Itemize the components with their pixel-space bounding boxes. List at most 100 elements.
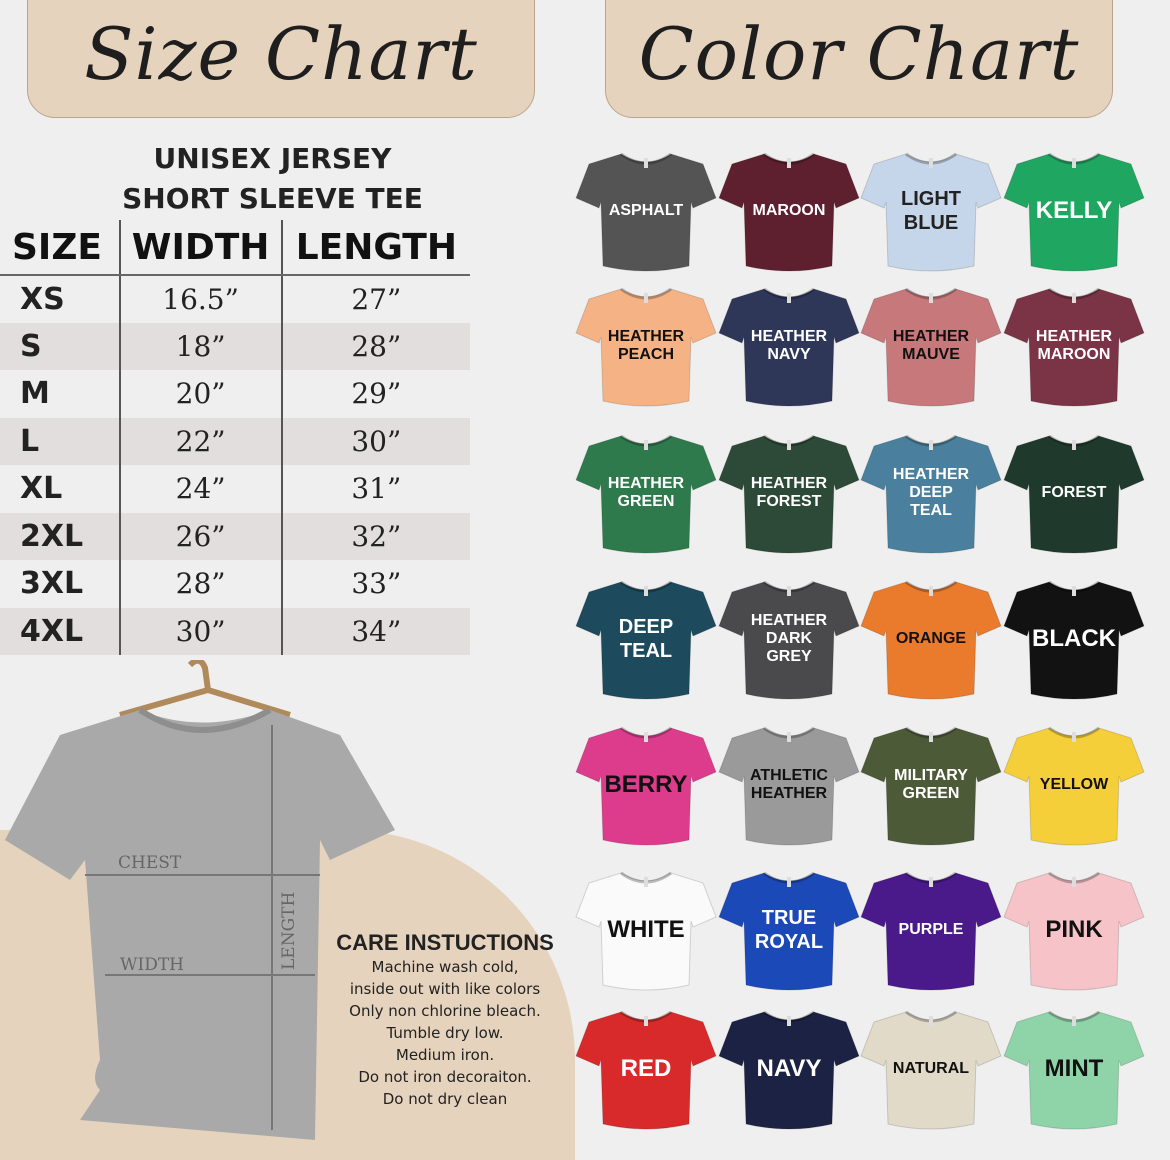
size-cell-size: L: [0, 417, 120, 465]
tshirt-icon: [718, 726, 860, 846]
color-swatch-shirt[interactable]: MINT: [1003, 1006, 1145, 1134]
color-swatch-shirt[interactable]: FOREST: [1003, 430, 1145, 558]
size-cell-size: 2XL: [0, 512, 120, 560]
color-swatch-shirt[interactable]: LIGHT BLUE: [860, 148, 1002, 276]
tshirt-icon: [860, 152, 1002, 272]
color-swatch-shirt[interactable]: ASPHALT: [575, 148, 717, 276]
color-swatch-shirt[interactable]: KELLY: [1003, 148, 1145, 276]
color-swatch-shirt[interactable]: RED: [575, 1006, 717, 1134]
size-cell-length: 31”: [280, 465, 470, 513]
tshirt-icon: [860, 726, 1002, 846]
tshirt-icon: [1003, 726, 1145, 846]
size-cell-length: 29”: [280, 370, 470, 418]
color-swatch-shirt[interactable]: HEATHER DARK GREY: [718, 576, 860, 704]
tshirt-icon: [718, 871, 860, 991]
tag: [929, 440, 933, 450]
color-swatch-shirt[interactable]: WHITE: [575, 867, 717, 995]
color-swatch-shirt[interactable]: BLACK: [1003, 576, 1145, 704]
color-swatch-shirt[interactable]: ORANGE: [860, 576, 1002, 704]
color-swatch-shirt[interactable]: NAVY: [718, 1006, 860, 1134]
size-cell-width: 26”: [118, 512, 282, 560]
tag: [644, 158, 648, 168]
tshirt-icon: [575, 726, 717, 846]
tshirt-icon: [718, 152, 860, 272]
tag: [644, 732, 648, 742]
color-swatch-shirt[interactable]: HEATHER NAVY: [718, 283, 860, 411]
size-cell-width: 20”: [118, 370, 282, 418]
color-swatch-shirt[interactable]: HEATHER MAUVE: [860, 283, 1002, 411]
tag: [929, 1016, 933, 1026]
color-name: ASPHALT: [608, 202, 684, 219]
color-name: HEATHER NAVY: [750, 328, 828, 363]
color-swatch-shirt[interactable]: MAROON: [718, 148, 860, 276]
tshirt-icon: [575, 871, 717, 991]
tag: [929, 586, 933, 596]
size-cell-length: 28”: [280, 322, 470, 370]
color-swatch-shirt[interactable]: YELLOW: [1003, 722, 1145, 850]
color-name: MINT: [1044, 1055, 1104, 1082]
size-cell-length: 34”: [280, 607, 470, 655]
tag: [1072, 586, 1076, 596]
grey-tee: [5, 710, 395, 1140]
tag: [644, 440, 648, 450]
size-cell-width: 24”: [118, 465, 282, 513]
tshirt-icon: [1003, 1010, 1145, 1130]
color-swatch-shirt[interactable]: TRUE ROYAL: [718, 867, 860, 995]
color-swatch-shirt[interactable]: PINK: [1003, 867, 1145, 995]
color-name: HEATHER DEEP TEAL: [892, 466, 970, 519]
tshirt-icon: [860, 580, 1002, 700]
length-label: LENGTH: [279, 892, 299, 970]
size-cell-size: 4XL: [0, 607, 120, 655]
tag: [929, 293, 933, 303]
tshirt-icon: [860, 287, 1002, 407]
tag: [787, 440, 791, 450]
color-swatch-shirt[interactable]: HEATHER GREEN: [575, 430, 717, 558]
color-name: PINK: [1045, 916, 1103, 943]
color-name: YELLOW: [1039, 776, 1109, 793]
color-swatch-shirt[interactable]: DEEP TEAL: [575, 576, 717, 704]
color-swatch-shirt[interactable]: HEATHER DEEP TEAL: [860, 430, 1002, 558]
tag: [787, 732, 791, 742]
color-name: ATHLETIC HEATHER: [750, 767, 828, 802]
color-name: FOREST: [1041, 484, 1107, 501]
color-swatch-shirt[interactable]: ATHLETIC HEATHER: [718, 722, 860, 850]
color-name: WHITE: [607, 916, 685, 943]
tag: [1072, 1016, 1076, 1026]
color-name: KELLY: [1035, 197, 1113, 224]
care-line: Only non chlorine bleach.: [349, 1002, 541, 1020]
tee-title-line2: SHORT SLEEVE TEE: [122, 182, 423, 215]
col-width: WIDTH: [118, 220, 282, 276]
color-name: RED: [620, 1055, 672, 1082]
color-name: HEATHER GREEN: [607, 475, 685, 510]
tag: [1072, 158, 1076, 168]
size-cell-width: 22”: [118, 417, 282, 465]
size-row: L 22” 30”: [0, 417, 470, 465]
width-label: WIDTH: [120, 955, 184, 975]
size-cell-width: 16.5”: [118, 275, 282, 323]
color-name: NAVY: [756, 1055, 822, 1082]
color-name: MAROON: [752, 202, 826, 219]
tshirt-icon: [860, 871, 1002, 991]
color-swatch-shirt[interactable]: NATURAL: [860, 1006, 1002, 1134]
color-swatch-shirt[interactable]: MILITARY GREEN: [860, 722, 1002, 850]
color-swatch-shirt[interactable]: BERRY: [575, 722, 717, 850]
tag: [929, 732, 933, 742]
tag: [787, 586, 791, 596]
care-title: CARE INSTUCTIONS: [336, 930, 554, 955]
color-name: BERRY: [604, 771, 688, 798]
color-swatch-shirt[interactable]: PURPLE: [860, 867, 1002, 995]
tag: [929, 158, 933, 168]
color-swatch-shirt[interactable]: HEATHER MAROON: [1003, 283, 1145, 411]
tag: [787, 1016, 791, 1026]
tshirt-icon: [1003, 434, 1145, 554]
color-swatch-shirt[interactable]: HEATHER FOREST: [718, 430, 860, 558]
tshirt-icon: [575, 287, 717, 407]
color-name: MILITARY GREEN: [894, 767, 968, 802]
size-cell-width: 30”: [118, 607, 282, 655]
tshirt-icon: [718, 1010, 860, 1130]
color-swatch-shirt[interactable]: HEATHER PEACH: [575, 283, 717, 411]
tshirt-icon: [860, 1010, 1002, 1130]
care-line: Do not dry clean: [382, 1090, 508, 1108]
measurement-tee-illustration: CHEST WIDTH LENGTH: [5, 660, 395, 1140]
color-name: BLACK: [1032, 625, 1116, 652]
